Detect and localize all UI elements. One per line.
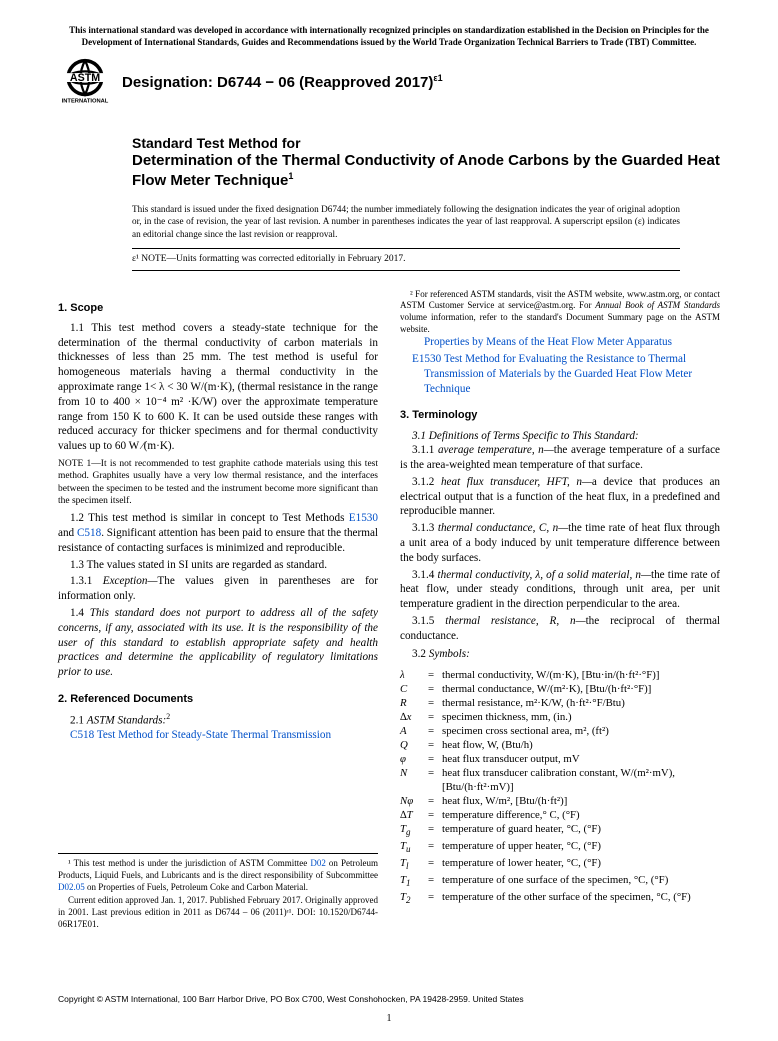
footnote-1b: Current edition approved Jan. 1, 2017. P… xyxy=(58,895,378,930)
title-line1: Standard Test Method for xyxy=(132,134,720,152)
link-d02-05[interactable]: D02.05 xyxy=(58,882,85,892)
page-number: 1 xyxy=(0,1012,778,1025)
link-e1530[interactable]: E1530 xyxy=(349,512,378,524)
para-1-3-1: 1.3.1 Exception—The values given in pare… xyxy=(58,574,378,604)
sym-tu: Tu=temperature of upper heater, °C, (°F) xyxy=(400,839,720,856)
ref-c518-cont[interactable]: Properties by Means of the Heat Flow Met… xyxy=(400,335,720,350)
section-1-head: 1. Scope xyxy=(58,301,378,315)
body-columns: 1. Scope 1.1 This test method covers a s… xyxy=(58,289,720,931)
sym-dx: ∆x=specimen thickness, mm, (in.) xyxy=(400,710,720,724)
para-3-1: 3.1 Definitions of Terms Specific to Thi… xyxy=(400,429,720,444)
section-3-head: 3. Terminology xyxy=(400,408,720,422)
link-c518[interactable]: C518 xyxy=(77,527,101,539)
sym-phi: φ=heat flux transducer output, mV xyxy=(400,752,720,766)
para-3-1-5: 3.1.5 thermal resistance, R, n—the recip… xyxy=(400,614,720,644)
para-1-4: 1.4 This standard does not purport to ad… xyxy=(58,606,378,680)
sym-a: A=specimen cross sectional area, m², (ft… xyxy=(400,724,720,738)
symbols-table: λ=thermal conductivity, W/(m·K), [Btu·in… xyxy=(400,668,720,907)
header-row: ASTM INTERNATIONAL Designation: D6744 − … xyxy=(58,58,720,106)
para-3-1-1: 3.1.1 average temperature, n—the average… xyxy=(400,443,720,473)
designation-sup: ε1 xyxy=(433,73,442,83)
sym-q: Q=heat flow, W, (Btu/h) xyxy=(400,738,720,752)
designation: Designation: D6744 − 06 (Reapproved 2017… xyxy=(122,73,443,93)
para-1-1: 1.1 This test method covers a steady-sta… xyxy=(58,321,378,454)
sym-n: N=heat flux transducer calibration const… xyxy=(400,766,720,794)
para-1-3: 1.3 The values stated in SI units are re… xyxy=(58,558,378,573)
para-2-1: 2.1 ASTM Standards:2 xyxy=(58,712,378,728)
issuance-note: This standard is issued under the fixed … xyxy=(132,203,680,240)
para-3-2: 3.2 Symbols: xyxy=(400,647,720,662)
title-line2: Determination of the Thermal Conductivit… xyxy=(132,152,720,191)
sym-t1: T1=temperature of one surface of the spe… xyxy=(400,873,720,890)
sym-nphi: Nφ=heat flux, W/m², [Btu/(h·ft²)] xyxy=(400,794,720,808)
link-d02[interactable]: D02 xyxy=(310,858,326,868)
svg-text:INTERNATIONAL: INTERNATIONAL xyxy=(62,99,109,105)
designation-text: Designation: D6744 − 06 (Reapproved 2017… xyxy=(122,74,433,91)
sym-tl: Tl=temperature of lower heater, °C, (°F) xyxy=(400,856,720,873)
sym-dt: ∆T=temperature difference,° C, (°F) xyxy=(400,808,720,822)
footnote-2: ² For referenced ASTM standards, visit t… xyxy=(400,289,720,336)
para-3-1-2: 3.1.2 heat flux transducer, HFT, n—a dev… xyxy=(400,475,720,519)
top-notice: This international standard was develope… xyxy=(58,24,720,48)
ref-c518[interactable]: C518 Test Method for Steady-State Therma… xyxy=(58,728,378,743)
note-1: NOTE 1—It is not recommended to test gra… xyxy=(58,458,378,507)
document-title: Standard Test Method for Determination o… xyxy=(132,134,720,191)
para-3-1-3: 3.1.3 thermal conductance, C, n—the time… xyxy=(400,521,720,565)
sym-r: R=thermal resistance, m²·K/W, (h·ft²·°F/… xyxy=(400,696,720,710)
sym-tg: Tg=temperature of guard heater, °C, (°F) xyxy=(400,822,720,839)
sym-c: C=thermal conductance, W/(m²·K), [Btu/(h… xyxy=(400,682,720,696)
astm-logo: ASTM INTERNATIONAL xyxy=(58,58,112,106)
para-1-2: 1.2 This test method is similar in conce… xyxy=(58,511,378,555)
sym-t2: T2=temperature of the other surface of t… xyxy=(400,890,720,907)
para-3-1-4: 3.1.4 thermal conductivity, λ, of a soli… xyxy=(400,568,720,612)
section-2-head: 2. Referenced Documents xyxy=(58,692,378,706)
ref-e1530[interactable]: E1530 Test Method for Evaluating the Res… xyxy=(400,352,720,396)
footnote-1a: ¹ This test method is under the jurisdic… xyxy=(58,858,378,893)
svg-text:ASTM: ASTM xyxy=(70,72,100,84)
epsilon-note: ε¹ NOTE—Units formatting was corrected e… xyxy=(132,248,680,270)
sym-lambda: λ=thermal conductivity, W/(m·K), [Btu·in… xyxy=(400,668,720,682)
copyright: Copyright © ASTM International, 100 Barr… xyxy=(58,994,524,1005)
